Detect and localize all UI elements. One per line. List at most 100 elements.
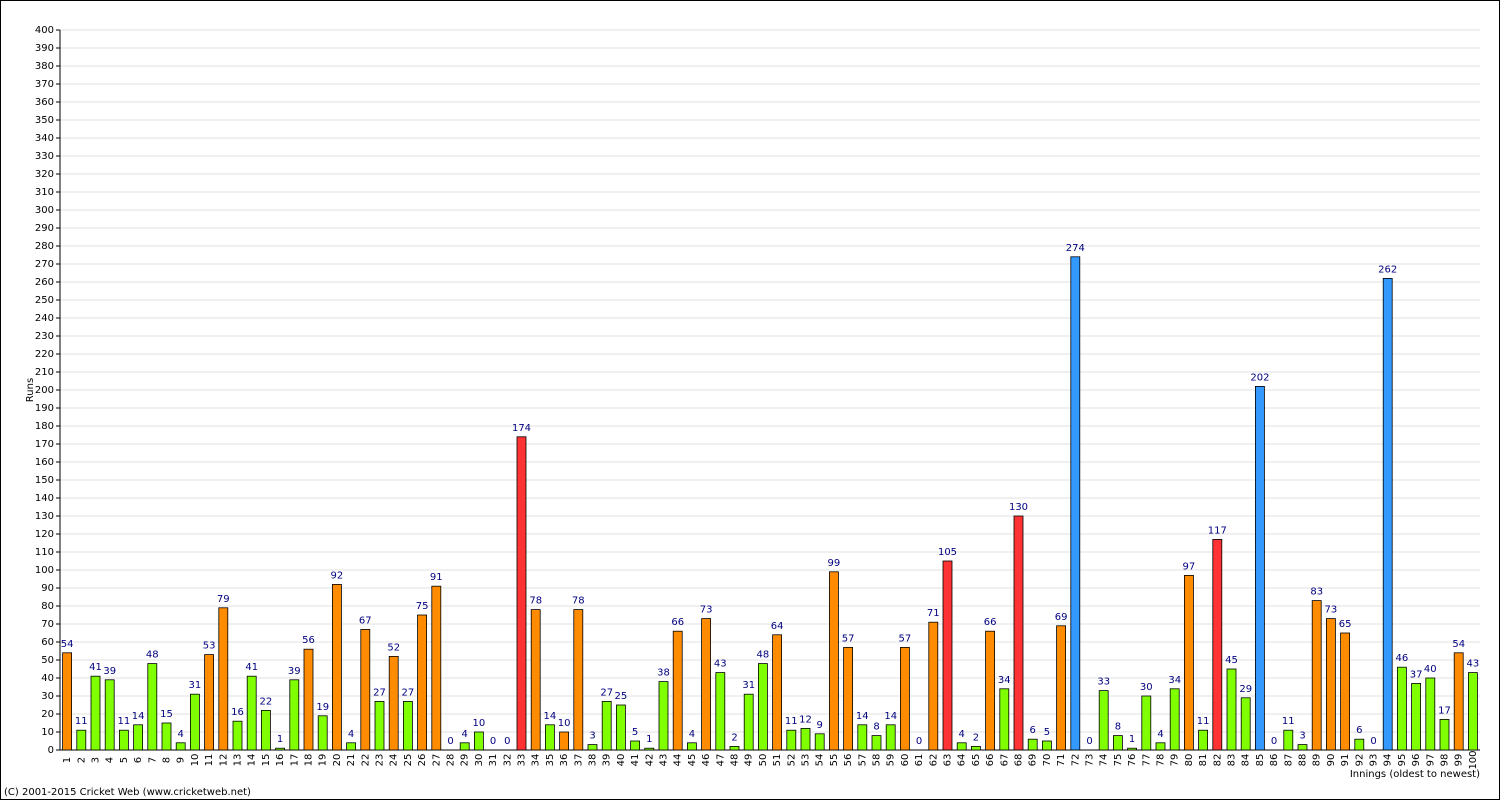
- data-label: 4: [178, 729, 184, 740]
- bar: [331, 584, 342, 751]
- bar: [90, 675, 101, 751]
- data-label: 79: [217, 594, 230, 605]
- data-label: 40: [1424, 664, 1437, 675]
- x-tick-label: 17: [289, 754, 300, 767]
- data-label: 0: [916, 736, 922, 747]
- x-tick-label: 41: [630, 754, 641, 767]
- bar: [601, 701, 612, 751]
- y-tick-label: 220: [35, 349, 54, 360]
- y-tick-label: 0: [48, 745, 54, 756]
- data-label: 64: [771, 621, 784, 632]
- y-tick-label: 50: [41, 655, 54, 666]
- bar: [1382, 277, 1393, 751]
- bar: [1283, 729, 1294, 751]
- x-tick-label: 58: [872, 754, 883, 767]
- x-tick-label: 84: [1241, 754, 1252, 767]
- x-tick-label: 33: [517, 754, 528, 767]
- x-tick-label: 16: [275, 754, 286, 767]
- y-tick-label: 290: [35, 223, 54, 234]
- x-tick-label: 66: [985, 754, 996, 767]
- x-tick-label: 61: [914, 754, 925, 767]
- bar: [1013, 515, 1024, 751]
- y-tick-label: 240: [35, 313, 54, 324]
- y-tick-label: 70: [41, 619, 54, 630]
- x-tick-label: 23: [375, 754, 386, 767]
- x-tick-label: 13: [233, 754, 244, 767]
- data-label: 0: [1370, 736, 1376, 747]
- bar: [971, 746, 981, 751]
- x-tick-label: 80: [1184, 754, 1195, 767]
- x-tick-label: 62: [928, 754, 939, 767]
- data-label: 0: [1086, 736, 1092, 747]
- y-tick-label: 370: [35, 79, 54, 90]
- bar: [900, 647, 910, 751]
- bar: [388, 656, 399, 751]
- data-label: 1: [1129, 734, 1135, 745]
- bar: [942, 560, 953, 751]
- y-tick-label: 210: [35, 367, 54, 378]
- data-label: 30: [1140, 682, 1153, 693]
- bar: [715, 672, 726, 751]
- data-label: 31: [189, 680, 202, 691]
- data-label: 75: [416, 601, 429, 612]
- x-tick-label: 75: [1113, 754, 1124, 767]
- bar: [260, 710, 271, 751]
- bar: [928, 621, 939, 751]
- bar: [1468, 672, 1478, 751]
- bar: [672, 630, 683, 751]
- x-tick-label: 35: [545, 754, 556, 767]
- x-tick-label: 29: [460, 754, 471, 767]
- data-label: 6: [1030, 725, 1036, 736]
- bar: [189, 693, 200, 751]
- y-tick-label: 390: [35, 43, 54, 54]
- x-tick-label: 67: [999, 754, 1010, 767]
- x-tick-label: 10: [190, 754, 201, 767]
- data-label: 11: [785, 716, 798, 727]
- x-tick-label: 79: [1170, 754, 1181, 767]
- data-label: 1: [646, 734, 652, 745]
- bar: [985, 630, 995, 751]
- data-label: 8: [1115, 722, 1121, 733]
- x-tick-label: 95: [1397, 754, 1408, 767]
- x-tick-label: 22: [360, 754, 371, 767]
- x-tick-label: 56: [843, 754, 854, 767]
- data-label: 54: [1452, 639, 1465, 650]
- data-label: 83: [1310, 587, 1323, 598]
- data-label: 22: [260, 696, 273, 707]
- data-label: 0: [490, 736, 496, 747]
- x-tick-label: 64: [957, 754, 968, 767]
- data-label: 2: [973, 732, 979, 743]
- y-tick-label: 60: [41, 637, 54, 648]
- bar: [1141, 695, 1152, 751]
- data-label: 56: [302, 635, 315, 646]
- bar: [843, 647, 853, 751]
- bar: [1354, 738, 1365, 751]
- data-label: 43: [1467, 659, 1480, 670]
- data-label: 12: [799, 714, 812, 725]
- bar: [360, 629, 371, 751]
- bar: [374, 701, 385, 751]
- data-label: 2: [731, 732, 737, 743]
- x-tick-label: 27: [431, 754, 442, 767]
- data-label: 14: [884, 711, 897, 722]
- bar: [687, 742, 697, 751]
- data-label: 41: [245, 662, 258, 673]
- bar: [1311, 600, 1322, 751]
- y-tick-label: 90: [41, 583, 54, 594]
- bar: [1453, 652, 1464, 751]
- data-label: 67: [359, 615, 372, 626]
- x-tick-label: 88: [1298, 754, 1309, 767]
- data-label: 11: [1197, 716, 1210, 727]
- x-tick-label: 31: [488, 754, 499, 767]
- y-tick-label: 110: [35, 547, 54, 558]
- data-label: 202: [1250, 372, 1269, 383]
- x-tick-label: 8: [162, 757, 173, 763]
- data-label: 97: [1183, 561, 1196, 572]
- data-label: 65: [1339, 619, 1352, 630]
- data-label: 34: [998, 675, 1011, 686]
- bar: [1340, 632, 1350, 751]
- bar: [1098, 690, 1109, 751]
- y-tick-label: 350: [35, 115, 54, 126]
- data-label: 174: [512, 423, 531, 434]
- y-tick-label: 250: [35, 295, 54, 306]
